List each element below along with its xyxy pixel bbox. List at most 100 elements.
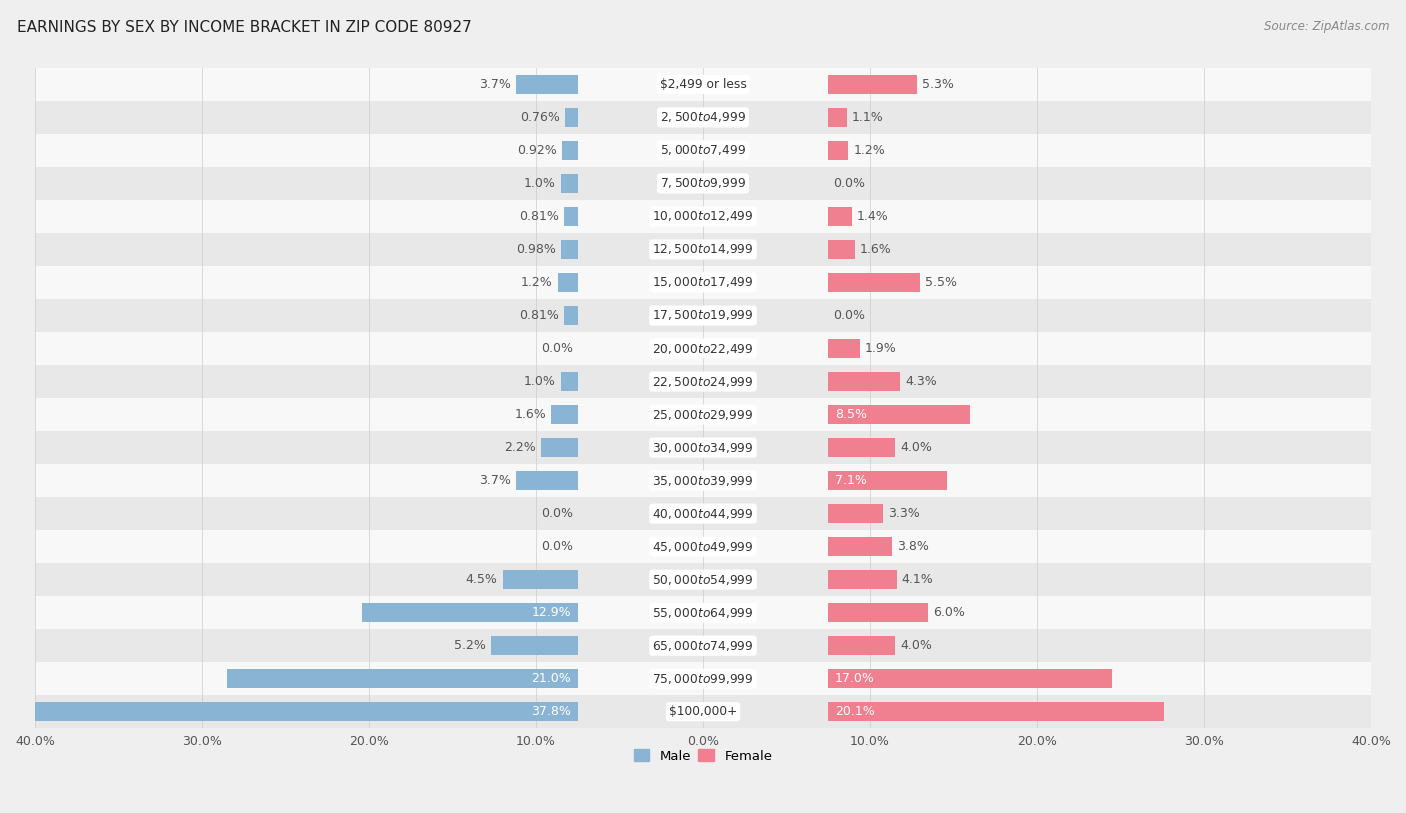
Bar (502, 570, 578, 589)
Text: 2.2%: 2.2% (505, 441, 536, 454)
Bar (35, 663, 1371, 695)
Bar (564, 306, 578, 325)
Text: $12,500 to $14,999: $12,500 to $14,999 (652, 242, 754, 256)
Bar (516, 471, 578, 490)
Text: $75,000 to $99,999: $75,000 to $99,999 (652, 672, 754, 685)
Bar (828, 636, 896, 655)
Text: 37.8%: 37.8% (531, 705, 571, 718)
Bar (828, 438, 896, 457)
Text: 3.3%: 3.3% (889, 507, 920, 520)
Text: 3.7%: 3.7% (479, 78, 510, 91)
Text: $2,499 or less: $2,499 or less (659, 78, 747, 91)
Text: 1.0%: 1.0% (524, 375, 555, 388)
Text: 0.0%: 0.0% (541, 540, 572, 553)
Text: 1.2%: 1.2% (853, 144, 884, 157)
Bar (35, 67, 1371, 101)
Bar (828, 669, 1112, 689)
Bar (35, 398, 1371, 431)
Bar (35, 563, 1371, 596)
Bar (828, 240, 855, 259)
Text: $100,000+: $100,000+ (669, 705, 737, 718)
Bar (363, 603, 578, 622)
Text: $65,000 to $74,999: $65,000 to $74,999 (652, 639, 754, 653)
Text: 5.5%: 5.5% (925, 276, 957, 289)
Bar (35, 629, 1371, 663)
Text: 7.1%: 7.1% (835, 474, 868, 487)
Text: 1.4%: 1.4% (856, 210, 889, 223)
Bar (35, 695, 1371, 728)
Text: 4.1%: 4.1% (901, 573, 934, 586)
Bar (828, 108, 846, 127)
Bar (565, 108, 578, 127)
Text: $45,000 to $49,999: $45,000 to $49,999 (652, 540, 754, 554)
Bar (516, 75, 578, 94)
Text: 1.1%: 1.1% (852, 111, 883, 124)
Text: 0.81%: 0.81% (519, 309, 560, 322)
Bar (828, 207, 852, 226)
Text: 4.0%: 4.0% (900, 441, 932, 454)
Text: 21.0%: 21.0% (531, 672, 571, 685)
Bar (491, 636, 578, 655)
Bar (35, 431, 1371, 464)
Bar (561, 240, 578, 259)
Text: 12.9%: 12.9% (531, 606, 571, 620)
Text: 4.5%: 4.5% (465, 573, 498, 586)
Bar (828, 570, 897, 589)
Text: $55,000 to $64,999: $55,000 to $64,999 (652, 606, 754, 620)
Bar (35, 299, 1371, 332)
Text: 0.0%: 0.0% (834, 309, 865, 322)
Bar (828, 702, 1164, 721)
Bar (828, 471, 946, 490)
Bar (35, 200, 1371, 233)
Bar (828, 372, 900, 391)
Text: $30,000 to $34,999: $30,000 to $34,999 (652, 441, 754, 454)
Text: 4.0%: 4.0% (900, 639, 932, 652)
Text: 4.3%: 4.3% (905, 375, 936, 388)
Text: 0.98%: 0.98% (516, 243, 557, 256)
Text: $5,000 to $7,499: $5,000 to $7,499 (659, 143, 747, 158)
Bar (828, 603, 928, 622)
Bar (35, 596, 1371, 629)
Text: $2,500 to $4,999: $2,500 to $4,999 (659, 111, 747, 124)
Bar (828, 537, 891, 556)
Text: 1.2%: 1.2% (522, 276, 553, 289)
Text: 3.7%: 3.7% (479, 474, 510, 487)
Text: 0.92%: 0.92% (517, 144, 557, 157)
Text: $22,500 to $24,999: $22,500 to $24,999 (652, 375, 754, 389)
Bar (0, 702, 578, 721)
Text: 0.81%: 0.81% (519, 210, 560, 223)
Text: $50,000 to $54,999: $50,000 to $54,999 (652, 572, 754, 587)
Text: $10,000 to $12,499: $10,000 to $12,499 (652, 210, 754, 224)
Bar (551, 405, 578, 424)
Text: 0.0%: 0.0% (541, 342, 572, 355)
Bar (562, 141, 578, 160)
Bar (35, 233, 1371, 266)
Text: EARNINGS BY SEX BY INCOME BRACKET IN ZIP CODE 80927: EARNINGS BY SEX BY INCOME BRACKET IN ZIP… (17, 20, 471, 35)
Bar (35, 332, 1371, 365)
Text: 0.0%: 0.0% (541, 507, 572, 520)
Text: 1.6%: 1.6% (515, 408, 546, 421)
Bar (541, 438, 578, 457)
Text: 6.0%: 6.0% (934, 606, 966, 620)
Text: 8.5%: 8.5% (835, 408, 868, 421)
Text: $35,000 to $39,999: $35,000 to $39,999 (652, 474, 754, 488)
Text: 1.0%: 1.0% (524, 177, 555, 190)
Text: 5.3%: 5.3% (922, 78, 953, 91)
Bar (828, 504, 883, 524)
Text: 5.2%: 5.2% (454, 639, 486, 652)
Bar (561, 174, 578, 193)
Bar (558, 273, 578, 292)
Text: 3.8%: 3.8% (897, 540, 928, 553)
Bar (828, 75, 917, 94)
Legend: Male, Female: Male, Female (628, 744, 778, 768)
Text: 20.1%: 20.1% (835, 705, 875, 718)
Text: Source: ZipAtlas.com: Source: ZipAtlas.com (1264, 20, 1389, 33)
Text: $17,500 to $19,999: $17,500 to $19,999 (652, 308, 754, 323)
Text: 1.6%: 1.6% (860, 243, 891, 256)
Bar (226, 669, 578, 689)
Text: 17.0%: 17.0% (835, 672, 875, 685)
Bar (828, 405, 970, 424)
Bar (564, 207, 578, 226)
Text: $7,500 to $9,999: $7,500 to $9,999 (659, 176, 747, 190)
Text: $40,000 to $44,999: $40,000 to $44,999 (652, 506, 754, 520)
